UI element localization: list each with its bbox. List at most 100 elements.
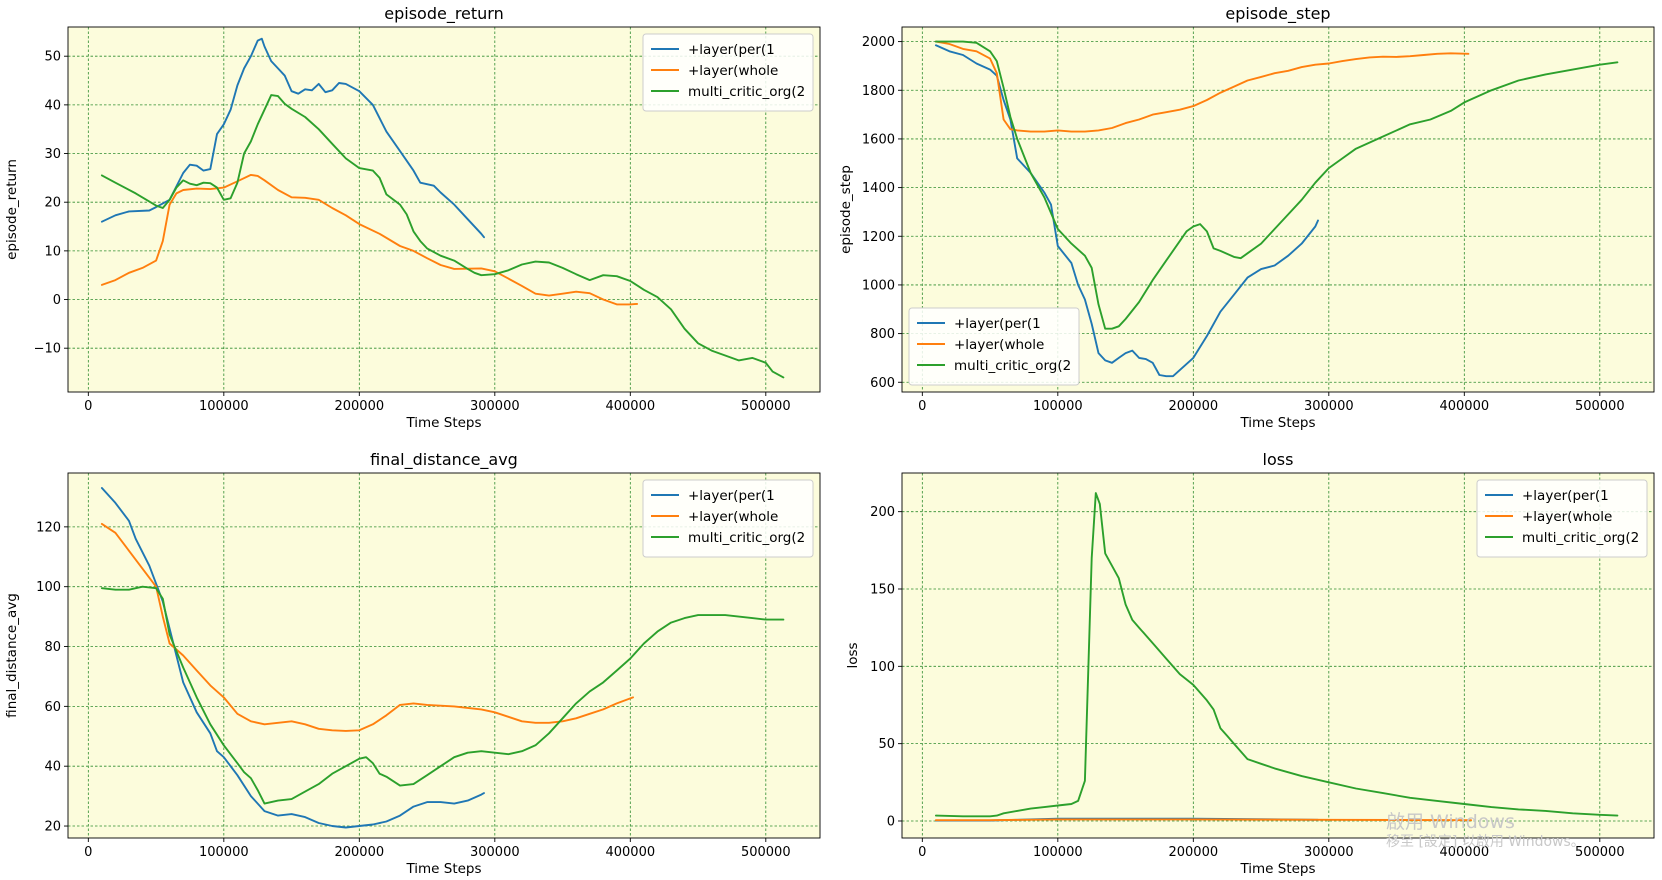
x-tick-label: 300000 xyxy=(470,845,520,860)
plot-frame xyxy=(67,472,821,839)
legend-box xyxy=(642,33,814,112)
grid-lines xyxy=(902,27,1654,392)
y-tick-label: 200 xyxy=(870,505,895,520)
y-tick-label: 1600 xyxy=(862,132,895,147)
y-tick-label: 0 xyxy=(53,293,61,308)
y-tick-label: 600 xyxy=(870,376,895,391)
x-tick-label: 500000 xyxy=(741,845,791,860)
y-axis-label: episode_step xyxy=(838,165,854,254)
y-tick-label: 800 xyxy=(870,327,895,342)
legend-label-3: multi_critic_org(2 xyxy=(954,358,1071,374)
series-line-3 xyxy=(934,492,1619,818)
series-line-1 xyxy=(100,37,485,239)
chart-title: final_distance_avg xyxy=(370,450,518,470)
y-tick-label: 40 xyxy=(44,98,61,113)
plot-frame xyxy=(67,26,821,393)
plot-frame xyxy=(901,472,1655,839)
legend-label-3: multi_critic_org(2 xyxy=(688,84,805,100)
subplot-episode-return: 0 100000 200000 300000 400000 500000 −10 0 10 20 3… xyxy=(4,4,821,431)
x-tick-label: 400000 xyxy=(1439,845,1489,860)
y-tick-label: 20 xyxy=(44,820,61,835)
y-tick-label: 1000 xyxy=(862,278,895,293)
y-tick-label: 2000 xyxy=(862,35,895,50)
series-line-3 xyxy=(100,94,785,379)
y-tick-label: 0 xyxy=(887,814,895,829)
series-line-3 xyxy=(934,40,1619,330)
series-line-3 xyxy=(100,585,785,805)
x-tick-label: 100000 xyxy=(1033,399,1083,414)
x-tick-label: 300000 xyxy=(470,399,520,414)
x-tick-label: 100000 xyxy=(199,399,249,414)
series-line-2 xyxy=(934,40,1470,133)
y-tick-label: 80 xyxy=(44,640,61,655)
legend: +layer(per(1 +layer(whole multi_critic_org… xyxy=(642,479,814,558)
x-tick-label: 400000 xyxy=(1439,399,1489,414)
legend-label-2: +layer(whole xyxy=(954,337,1044,353)
x-axis-label: Time Steps xyxy=(1239,415,1315,431)
legend: +layer(per(1 +layer(whole multi_critic_org… xyxy=(1476,479,1648,558)
y-tick-label: 20 xyxy=(44,196,61,211)
legend-box xyxy=(908,307,1080,386)
chart-title: loss xyxy=(1263,450,1294,469)
legend: +layer(per(1 +layer(whole multi_critic_org… xyxy=(908,307,1080,386)
x-tick-label: 200000 xyxy=(1168,399,1218,414)
legend-label-1: +layer(per(1 xyxy=(688,42,775,58)
x-axis-label: Time Steps xyxy=(1239,861,1315,877)
x-tick-label: 200000 xyxy=(334,399,384,414)
x-tick-label: 0 xyxy=(84,399,92,414)
y-tick-label: 10 xyxy=(44,244,61,259)
y-tick-label: 1800 xyxy=(862,84,895,99)
x-tick-label: 500000 xyxy=(1575,399,1625,414)
y-tick-label: 100 xyxy=(870,660,895,675)
x-tick-label: 300000 xyxy=(1304,845,1354,860)
legend-box xyxy=(1476,479,1648,558)
legend-label-2: +layer(whole xyxy=(1522,509,1612,525)
subplot-loss: 0 100000 200000 300000 400000 500000 0 50 100 150… xyxy=(845,450,1655,877)
y-axis-label: final_distance_avg xyxy=(4,593,20,718)
x-tick-label: 400000 xyxy=(605,845,655,860)
y-tick-label: 120 xyxy=(36,520,61,535)
y-tick-label: 50 xyxy=(878,737,895,752)
legend-label-1: +layer(per(1 xyxy=(954,316,1041,332)
chart-title: episode_return xyxy=(384,4,504,24)
y-tick-label: 1400 xyxy=(862,181,895,196)
y-tick-label: −10 xyxy=(34,342,61,357)
x-tick-label: 500000 xyxy=(741,399,791,414)
x-tick-label: 200000 xyxy=(1168,845,1218,860)
x-tick-label: 100000 xyxy=(1033,845,1083,860)
plot-frame xyxy=(901,26,1655,393)
x-tick-label: 400000 xyxy=(605,399,655,414)
x-tick-label: 0 xyxy=(84,845,92,860)
chart-title: episode_step xyxy=(1225,4,1330,24)
series-line-2 xyxy=(100,173,639,306)
y-tick-label: 1200 xyxy=(862,230,895,245)
legend-label-3: multi_critic_org(2 xyxy=(1522,530,1639,546)
legend-label-1: +layer(per(1 xyxy=(1522,488,1609,504)
x-tick-label: 0 xyxy=(918,399,926,414)
y-tick-label: 150 xyxy=(870,582,895,597)
x-tick-label: 200000 xyxy=(334,845,384,860)
legend-label-2: +layer(whole xyxy=(688,509,778,525)
legend-box xyxy=(642,479,814,558)
series-line-2 xyxy=(934,818,1473,822)
x-axis-label: Time Steps xyxy=(405,861,481,877)
x-axis-label: Time Steps xyxy=(405,415,481,431)
x-tick-label: 500000 xyxy=(1575,845,1625,860)
x-tick-label: 100000 xyxy=(199,845,249,860)
x-tick-label: 0 xyxy=(918,845,926,860)
x-tick-label: 300000 xyxy=(1304,399,1354,414)
y-axis-label: loss xyxy=(845,642,861,668)
legend-label-3: multi_critic_org(2 xyxy=(688,530,805,546)
y-tick-label: 50 xyxy=(44,50,61,65)
y-tick-label: 100 xyxy=(36,580,61,595)
legend: +layer(per(1 +layer(whole multi_critic_org… xyxy=(642,33,814,112)
series-line-1 xyxy=(934,44,1319,378)
y-axis-label: episode_return xyxy=(4,159,20,260)
subplot-episode-step: 0 100000 200000 300000 400000 500000 600 800 100… xyxy=(838,4,1655,431)
y-tick-label: 40 xyxy=(44,760,61,775)
legend-label-1: +layer(per(1 xyxy=(688,488,775,504)
y-tick-label: 60 xyxy=(44,700,61,715)
y-tick-label: 30 xyxy=(44,147,61,162)
legend-label-2: +layer(whole xyxy=(688,63,778,79)
